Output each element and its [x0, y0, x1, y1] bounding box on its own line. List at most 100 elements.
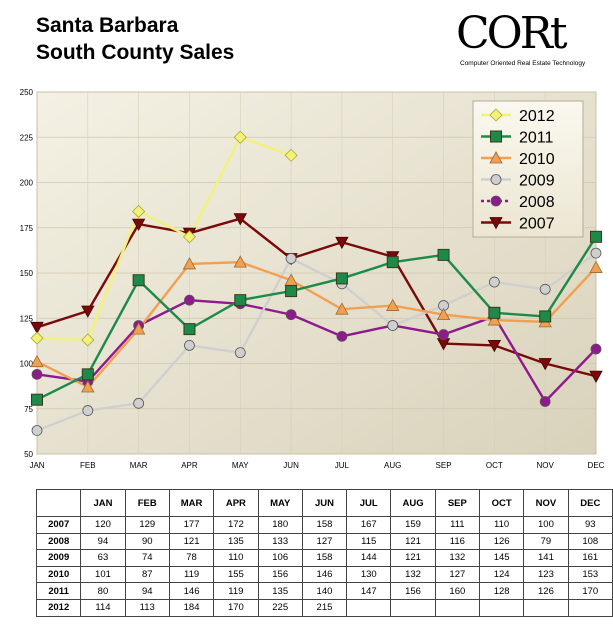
table-cell: 159 [390, 516, 436, 534]
table-cell: 161 [567, 549, 613, 567]
chart-title: Santa Barbara South County Sales [36, 12, 234, 66]
legend-item-2011: 2011 [481, 130, 554, 147]
legend-marker-2010 [489, 151, 503, 164]
point-2011-OCT [488, 306, 501, 319]
table-cell: 128 [478, 582, 525, 600]
point-2008-JUL [336, 330, 348, 342]
legend-marker-2007 [489, 217, 503, 230]
table-cell: 160 [434, 582, 480, 600]
table-cell: 158 [301, 516, 348, 534]
table-row: 2012 114 113 184 170 225 215 [35, 598, 613, 617]
point-2012-JUN [284, 148, 298, 162]
logo-tagline: Computer Oriented Real Estate Technology [460, 60, 586, 67]
table-cell: 177 [168, 516, 215, 534]
table-cell: 94 [80, 532, 126, 551]
point-2009-NOV [539, 283, 551, 295]
point-2009-MAR [133, 397, 145, 409]
point-2011-MAY [234, 294, 247, 307]
legend-label-2012: 2012 [519, 108, 555, 125]
point-2009-JAN [31, 425, 43, 436]
table-cell: 135 [257, 582, 303, 600]
table-cell: 121 [390, 549, 436, 567]
table-cell [346, 598, 392, 617]
table-cell: 170 [213, 598, 259, 617]
table-header-oct: OCT [478, 489, 525, 517]
table-cell: 121 [168, 532, 215, 551]
point-2009-APR [184, 339, 195, 351]
table-cell: 146 [168, 582, 215, 600]
table-cell: 127 [301, 532, 348, 551]
table-cell [434, 598, 480, 617]
x-tick-label: OCT [486, 461, 503, 470]
point-2009-OCT [488, 276, 500, 288]
point-2010-MAR [131, 322, 146, 335]
table-cell: 129 [124, 516, 170, 534]
table-cell: 101 [80, 565, 126, 584]
point-2007-MAY [233, 213, 247, 226]
line-chart: 50 75 100 125 150 175 200 225 250 JAN FEB MAR APR MAY… [20, 88, 605, 470]
table-cell: 126 [478, 532, 525, 551]
title-line-2: South County Sales [36, 41, 235, 64]
table-cell: 94 [124, 582, 170, 600]
table-cell: 135 [213, 532, 259, 551]
point-2010-FEB [81, 380, 95, 393]
series-line-2011 [36, 236, 598, 401]
point-2011-SEP [437, 248, 450, 261]
table-cell: 113 [124, 598, 170, 617]
table-cell: 106 [257, 549, 303, 567]
point-2008-JUN [285, 309, 297, 321]
table-cell: 79 [523, 532, 569, 551]
table-header-row: JAN FEB MAR APR MAY JUN JUL AUG SEP OCT NOV DEC [35, 489, 613, 517]
table-cell: 87 [124, 565, 170, 584]
table-cell [567, 598, 613, 617]
table-cell: 153 [567, 565, 613, 584]
point-2007-JUL [335, 236, 349, 250]
point-2008-SEP [438, 329, 449, 340]
table-row-year: 2008 [35, 532, 82, 551]
table-cell: 121 [390, 532, 436, 551]
point-2007-OCT [487, 339, 502, 353]
legend-item-2009: 2009 [481, 173, 555, 190]
x-tick-label: APR [181, 461, 198, 470]
table-header-sep: SEP [434, 489, 480, 517]
table-cell: 172 [213, 516, 259, 534]
y-tick-label: 250 [20, 88, 34, 97]
table-cell: 78 [168, 549, 215, 567]
point-2012-JAN [30, 331, 44, 345]
point-2010-JUL [335, 302, 349, 315]
x-tick-label: JAN [29, 461, 44, 470]
table-cell: 225 [257, 598, 303, 617]
x-tick-label: AUG [384, 461, 401, 470]
point-2011-FEB [81, 368, 94, 381]
x-tick-label: SEP [436, 461, 452, 470]
table-row-year: 2009 [35, 549, 82, 567]
table-row-year: 2011 [35, 582, 82, 600]
table-cell: 123 [523, 565, 569, 584]
point-2010-JAN [30, 354, 44, 368]
point-2007-NOV [538, 358, 552, 371]
point-2008-DEC [590, 343, 602, 355]
table-header-feb: FEB [124, 489, 170, 517]
point-2011-AUG [386, 256, 399, 269]
legend-box [472, 100, 584, 238]
legend-label-2010: 2010 [519, 151, 555, 168]
series-line-2009 [36, 252, 597, 432]
point-2012-APR [182, 230, 197, 244]
table-cell: 147 [346, 582, 392, 600]
point-2009-AUG [387, 320, 399, 331]
point-2010-AUG [386, 298, 400, 311]
y-tick-label: 50 [24, 450, 33, 459]
table-cell: 141 [523, 549, 569, 567]
x-tick-label: DEC [588, 461, 605, 470]
series-line-2007 [36, 217, 597, 378]
table-cell: 111 [434, 516, 480, 534]
point-2009-JUN [285, 253, 297, 264]
point-2010-OCT [487, 313, 502, 326]
legend-marker-2011 [490, 130, 502, 143]
y-tick-label: 100 [20, 360, 34, 369]
y-tick-label: 200 [20, 179, 34, 188]
table-cell: 120 [80, 516, 126, 534]
table-header-jun: JUN [301, 489, 348, 517]
point-2008-APR [184, 294, 195, 306]
table-header-may: MAY [257, 489, 303, 517]
